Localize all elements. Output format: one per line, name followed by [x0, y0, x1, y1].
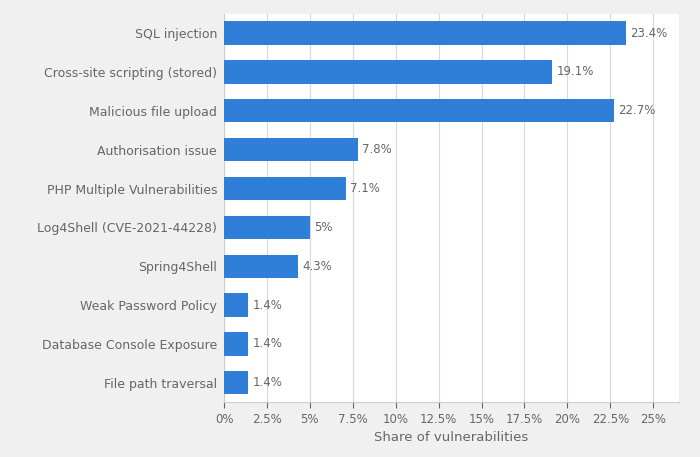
Text: 4.3%: 4.3%: [302, 260, 332, 273]
Text: 7.1%: 7.1%: [350, 182, 380, 195]
Text: 22.7%: 22.7%: [618, 104, 655, 117]
Bar: [224, 216, 310, 239]
Text: 7.8%: 7.8%: [362, 143, 392, 156]
Text: 5%: 5%: [314, 221, 332, 234]
Bar: [224, 255, 298, 278]
Bar: [224, 99, 614, 122]
Text: 23.4%: 23.4%: [630, 27, 667, 40]
Text: 1.4%: 1.4%: [252, 337, 282, 351]
Bar: [224, 138, 358, 161]
Text: 19.1%: 19.1%: [556, 65, 594, 79]
Bar: [224, 60, 552, 84]
X-axis label: Share of vulnerabilities: Share of vulnerabilities: [374, 431, 528, 444]
Text: 1.4%: 1.4%: [252, 376, 282, 389]
Text: 1.4%: 1.4%: [252, 298, 282, 312]
Bar: [224, 332, 248, 356]
Bar: [224, 293, 248, 317]
Bar: [224, 371, 248, 394]
Bar: [224, 21, 626, 45]
Bar: [224, 177, 346, 200]
